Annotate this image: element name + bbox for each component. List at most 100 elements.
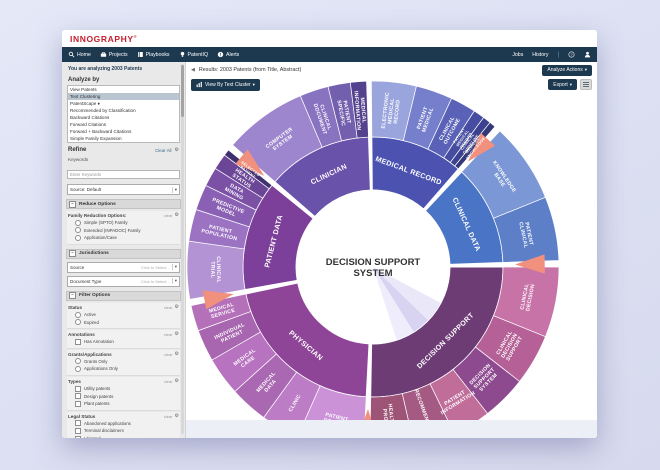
- export-button[interactable]: Export ▾: [548, 79, 577, 90]
- section-bar-filter-options[interactable]: − Filter Options: [66, 290, 181, 301]
- keyword-source-select[interactable]: Source: Default ▾: [67, 184, 180, 195]
- filter-option-label: Applications Only: [84, 366, 118, 372]
- outer-segment-selected-patient[interactable]: [223, 149, 273, 190]
- segment-label: HEALTHCAREPROVIDER: [381, 403, 397, 420]
- collapse-icon[interactable]: −: [69, 200, 76, 208]
- section-bar-label: Jurisdictions: [79, 251, 109, 257]
- radio-button[interactable]: [75, 227, 81, 234]
- refine-gear-icon[interactable]: ⚙: [174, 146, 179, 153]
- filter-group-grants-applications: Grants/Applications clear ⚙ Grants Only Appl…: [67, 349, 180, 376]
- nav-item-alerts[interactable]: Alerts: [217, 51, 239, 58]
- collapse-icon[interactable]: −: [69, 250, 76, 258]
- grid-view-button[interactable]: [580, 79, 592, 90]
- checkbox[interactable]: [75, 435, 81, 438]
- outer-segment-healthcare-provider[interactable]: [369, 393, 415, 420]
- back-arrow-icon[interactable]: ◀: [191, 67, 195, 73]
- nav-item-patentiq[interactable]: PatentIQ: [179, 51, 208, 58]
- results-row: ◀ Results: 2003 Patents (from Title, Abs…: [186, 62, 597, 78]
- gear-icon[interactable]: ⚙: [174, 303, 179, 310]
- radio-button[interactable]: [75, 319, 81, 326]
- radio-button[interactable]: [75, 311, 81, 318]
- analyze-option-forward-citations[interactable]: Forward Citations: [70, 122, 106, 127]
- filter-option-expired[interactable]: Expired: [68, 318, 179, 326]
- radio-button[interactable]: [75, 365, 81, 372]
- nav-item-home[interactable]: Home: [68, 51, 91, 58]
- gear-icon[interactable]: ⚙: [174, 412, 179, 419]
- analyze-option-simple-family-expansion[interactable]: Simple Family Expansion: [70, 136, 122, 141]
- sidebar-scrollbar-thumb[interactable]: [181, 65, 184, 117]
- svg-text:?: ?: [570, 53, 572, 57]
- checkbox[interactable]: [75, 427, 81, 434]
- filter-option-active[interactable]: Active: [68, 311, 179, 319]
- filter-option-terminal-disclaimers[interactable]: Terminal disclaimers: [68, 427, 179, 435]
- outer-segment-medical-knowledge[interactable]: [454, 121, 496, 170]
- filter-option-has-annotation[interactable]: Has Annotation: [68, 338, 179, 346]
- innography-logo[interactable]: INNOGRAPHY®: [70, 34, 137, 44]
- select-label: Source: [70, 264, 85, 270]
- filter-group-annotations: Annotations clear ⚙ Has Annotation: [67, 329, 180, 349]
- view-by-text-cluster-button[interactable]: View By Text Cluster ▾: [191, 78, 260, 91]
- filter-option-applications-only[interactable]: Applications Only: [68, 365, 179, 373]
- refine-row: Refine Clear All ⚙: [67, 143, 180, 155]
- filter-option-grants-only[interactable]: Grants Only: [68, 358, 179, 366]
- nav-right: Jobs History |?: [512, 51, 591, 58]
- keywords-input[interactable]: [67, 170, 180, 179]
- nav-item-history[interactable]: History: [532, 52, 548, 58]
- checkbox[interactable]: [75, 338, 81, 345]
- filter-option-utility-patents[interactable]: Utility patents: [68, 385, 179, 393]
- clear-link[interactable]: clear: [163, 378, 173, 384]
- gear-icon[interactable]: ⚙: [174, 377, 179, 384]
- filter-option-litigated[interactable]: Litigated: [68, 435, 179, 438]
- filter-option-label: Terminal disclaimers: [84, 428, 124, 434]
- help-button[interactable]: ?: [568, 51, 575, 58]
- user-menu-button[interactable]: [584, 51, 591, 58]
- analyze-actions-button[interactable]: Analyze Actions ▾: [542, 64, 592, 76]
- section-bar-reduce-options[interactable]: − Reduce Options: [66, 199, 181, 209]
- center-highlight-wedge: [373, 267, 414, 341]
- nav-item-jobs[interactable]: Jobs: [512, 52, 523, 58]
- analyze-option-backward-citations[interactable]: Backward Citations: [70, 115, 110, 120]
- filter-option-plant-patents[interactable]: Plant patents: [68, 400, 179, 408]
- collapse-icon[interactable]: −: [69, 292, 76, 300]
- nav-item-playbooks[interactable]: Playbooks: [137, 51, 170, 58]
- select-hint: Click to Select...: [141, 278, 170, 284]
- filter-group-title: Status: [68, 304, 83, 310]
- section-bar-jurisdictions[interactable]: − Jurisdictions: [66, 248, 181, 259]
- analyze-option-patentscape[interactable]: PatentScape ♦: [70, 101, 100, 106]
- bar-chart-icon: [196, 81, 202, 88]
- clear-link[interactable]: clear: [163, 413, 173, 419]
- gear-icon[interactable]: ⚙: [174, 350, 179, 357]
- clear-all-link[interactable]: Clear All: [155, 147, 172, 153]
- gear-icon[interactable]: ⚙: [174, 330, 179, 337]
- select-source[interactable]: Source Click to Select... ▾: [67, 261, 180, 273]
- clear-link[interactable]: clear: [163, 351, 173, 357]
- outer-segment-medical-information[interactable]: [349, 80, 369, 139]
- clear-link[interactable]: clear: [163, 213, 173, 218]
- clear-link[interactable]: clear: [163, 331, 173, 337]
- checkbox[interactable]: [75, 385, 81, 392]
- clear-link[interactable]: clear: [163, 304, 173, 310]
- analyze-option-view-patents[interactable]: View Patents: [70, 87, 97, 92]
- radio-button[interactable]: [75, 219, 81, 226]
- results-text: Results: 2003 Patents (from Title, Abstr…: [198, 67, 302, 73]
- sidebar-scrollbar-track[interactable]: [181, 64, 184, 434]
- nav-item-projects[interactable]: Projects: [100, 51, 128, 58]
- analyze-by-heading: Analyze by: [68, 77, 100, 83]
- select-document-type[interactable]: Document Type Click to Select... ▾: [67, 275, 180, 287]
- filter-option-application-case[interactable]: Application/Case: [68, 234, 179, 242]
- checkbox[interactable]: [75, 400, 81, 407]
- radio-button[interactable]: [75, 234, 81, 241]
- gear-icon[interactable]: ⚙: [174, 212, 179, 218]
- checkbox[interactable]: [75, 420, 81, 427]
- filter-option-simple-spto-family[interactable]: Simple (SPTO) Family: [68, 219, 179, 227]
- filter-option-design-patents[interactable]: Design patents: [68, 392, 179, 400]
- analyze-option-forward-backward-citations[interactable]: Forward + Backward Citations: [70, 129, 132, 134]
- filter-option-abandoned-applications[interactable]: Abandoned applications: [68, 420, 179, 428]
- radio-button[interactable]: [75, 358, 81, 365]
- analyze-option-text-clustering[interactable]: Text Clustering: [68, 93, 179, 100]
- checkbox[interactable]: [75, 393, 81, 400]
- filter-option-extended-inpadoc-family[interactable]: Extended (INPADOC) Family: [68, 227, 179, 235]
- nav-item-label: Playbooks: [145, 51, 170, 58]
- analyze-option-recommended-by-classification[interactable]: Recommended by Classification: [70, 108, 136, 113]
